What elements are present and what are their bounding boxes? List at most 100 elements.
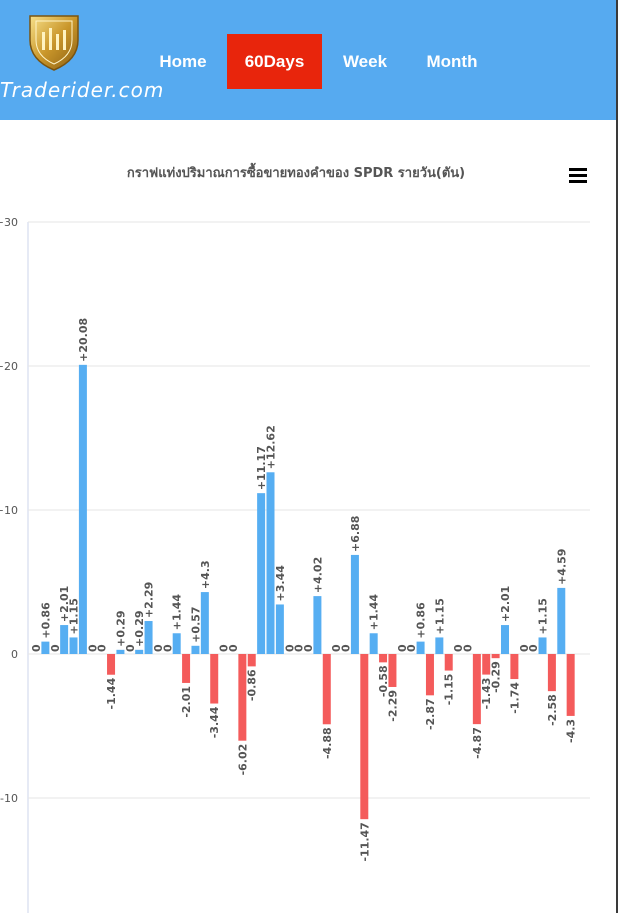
bar — [416, 641, 425, 654]
bar — [538, 637, 547, 654]
data-label: -0.58 — [377, 665, 390, 697]
data-label: -4.87 — [471, 727, 484, 759]
data-label: -2.87 — [424, 698, 437, 730]
bar — [275, 604, 284, 654]
data-label: 0 — [396, 644, 409, 652]
data-label: -6.02 — [236, 744, 249, 776]
data-label: -1.15 — [443, 674, 456, 706]
bar — [322, 654, 331, 725]
bar — [210, 654, 219, 704]
bar — [566, 654, 575, 716]
data-label: 0 — [227, 644, 240, 652]
bar — [350, 554, 359, 654]
y-tick-label: +10 — [0, 504, 18, 517]
bar — [435, 637, 444, 654]
bar — [510, 654, 519, 680]
nav-home[interactable]: Home — [159, 51, 207, 71]
bar — [360, 654, 369, 820]
data-label: 0 — [124, 644, 137, 652]
bar — [501, 625, 509, 654]
data-label: +0.86 — [415, 602, 428, 639]
chart-title: กราฟแท่งปริมาณการซื้อขายทองคำของ SPDR รา… — [126, 166, 466, 181]
bar — [107, 654, 116, 675]
y-tick-label: 0 — [11, 648, 18, 661]
y-tick-label: +20 — [0, 360, 18, 373]
bar — [69, 637, 78, 654]
data-label: 0 — [293, 644, 306, 652]
bar — [144, 621, 153, 654]
hamburger-menu-icon[interactable] — [569, 168, 587, 184]
data-label: -0.86 — [246, 669, 259, 701]
bar — [172, 633, 181, 654]
data-label: 0 — [302, 644, 315, 652]
data-label: +1.44 — [171, 594, 184, 631]
bar — [557, 587, 566, 654]
y-tick-label: +30 — [0, 216, 18, 229]
bar — [444, 654, 453, 671]
data-label: +2.01 — [499, 586, 512, 622]
bar — [369, 633, 378, 654]
data-label: +1.15 — [433, 598, 446, 634]
bar-chart: +30+20+100-100+0.860+2.01+1.15+20.0800-1… — [0, 216, 590, 913]
data-label: +4.59 — [555, 549, 568, 585]
bar — [247, 654, 256, 667]
bar — [313, 596, 322, 654]
data-label: 0 — [283, 644, 296, 652]
data-label: +2.29 — [143, 582, 156, 618]
data-label: -1.44 — [105, 677, 118, 709]
bar — [257, 493, 266, 654]
data-label: -4.88 — [321, 727, 334, 759]
bar — [78, 364, 87, 654]
bar — [41, 641, 50, 654]
data-label: +2.01 — [58, 586, 71, 622]
data-label: +20.08 — [77, 318, 90, 362]
nav-month[interactable]: Month — [426, 51, 478, 71]
data-label: 0 — [452, 644, 465, 652]
data-label: +0.29 — [133, 610, 146, 646]
data-label: +1.15 — [537, 598, 550, 634]
data-label: +4.3 — [199, 560, 212, 589]
data-label: -11.47 — [358, 822, 371, 861]
data-label: -3.44 — [208, 706, 221, 738]
data-label: 0 — [518, 644, 531, 652]
data-label: +1.44 — [368, 594, 381, 631]
bar — [200, 592, 209, 654]
bar — [116, 649, 125, 654]
data-label: +4.02 — [311, 557, 324, 593]
brand-name[interactable]: Traderider.com — [0, 78, 165, 102]
site-header: Traderider.com Home 60Days Week Month — [0, 0, 618, 120]
data-label: 0 — [330, 644, 343, 652]
bar — [425, 654, 434, 696]
bar — [482, 654, 491, 675]
data-label: 0 — [152, 644, 165, 652]
data-label: -2.29 — [386, 690, 399, 722]
bar — [491, 654, 500, 659]
data-label: +3.44 — [274, 565, 287, 602]
bar — [379, 654, 388, 663]
bar — [191, 645, 200, 654]
data-label: 0 — [218, 644, 231, 652]
data-label: 0 — [49, 644, 62, 652]
data-label: -0.29 — [490, 661, 503, 693]
bar — [547, 654, 556, 692]
data-label: +12.62 — [265, 425, 278, 469]
bar — [266, 472, 275, 654]
data-label: 0 — [161, 644, 174, 652]
data-label: -1.43 — [480, 678, 493, 710]
trade-shield-logo[interactable] — [24, 10, 84, 72]
data-label: +0.86 — [39, 602, 52, 639]
data-label: 0 — [86, 644, 99, 652]
data-label: +0.57 — [189, 606, 202, 642]
bar — [388, 654, 397, 687]
bar — [135, 649, 144, 654]
chart-container: กราฟแท่งปริมาณการซื้อขายทองคำของ SPDR รา… — [0, 120, 618, 913]
nav-week[interactable]: Week — [342, 51, 388, 71]
y-tick-label: -10 — [0, 792, 18, 805]
data-label: -1.74 — [508, 682, 521, 714]
bar — [182, 654, 191, 683]
data-label: 0 — [96, 644, 109, 652]
nav-60days[interactable]: 60Days — [227, 34, 322, 89]
data-label: +1.15 — [68, 598, 81, 634]
data-label: 0 — [30, 644, 43, 652]
data-label: +0.29 — [114, 610, 127, 646]
